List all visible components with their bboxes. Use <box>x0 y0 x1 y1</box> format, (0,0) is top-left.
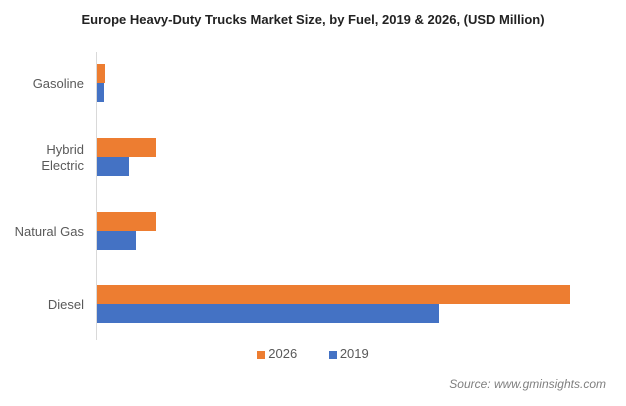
source-note: Source: www.gminsights.com <box>449 377 606 391</box>
bar-diesel-2019 <box>97 304 439 323</box>
bar-gasoline-2026 <box>97 64 105 83</box>
bar-diesel-2026 <box>97 285 570 304</box>
bar-hybrid-electric-2019 <box>97 157 129 176</box>
legend-item-2026: 2026 <box>257 346 297 361</box>
legend-label-2019: 2019 <box>339 346 369 361</box>
category-label-line: Electric <box>41 158 84 173</box>
category-label-gasoline: Gasoline <box>33 76 84 91</box>
category-label-diesel: Diesel <box>48 297 84 312</box>
category-label-line: Gasoline <box>33 76 84 91</box>
bar-gasoline-2019 <box>97 83 104 102</box>
chart-title: Europe Heavy-Duty Trucks Market Size, by… <box>81 12 545 27</box>
bar-hybrid-electric-2026 <box>97 138 156 157</box>
category-label-line: Hybrid <box>46 142 84 157</box>
legend-swatch-2026 <box>257 350 266 359</box>
category-label-natural-gas: Natural Gas <box>15 224 85 239</box>
category-label-hybrid-electric: Hybrid Electric <box>41 142 84 173</box>
category-label-line: Natural Gas <box>15 224 85 239</box>
legend-item-2019: 2019 <box>328 346 369 361</box>
legend-label-2026: 2026 <box>268 346 298 361</box>
bar-natural-gas-2026 <box>97 212 156 231</box>
legend-swatch-2019 <box>328 350 337 359</box>
bar-natural-gas-2019 <box>97 231 136 250</box>
category-label-line: Diesel <box>48 297 84 312</box>
legend: 2026 2019 <box>0 346 626 361</box>
